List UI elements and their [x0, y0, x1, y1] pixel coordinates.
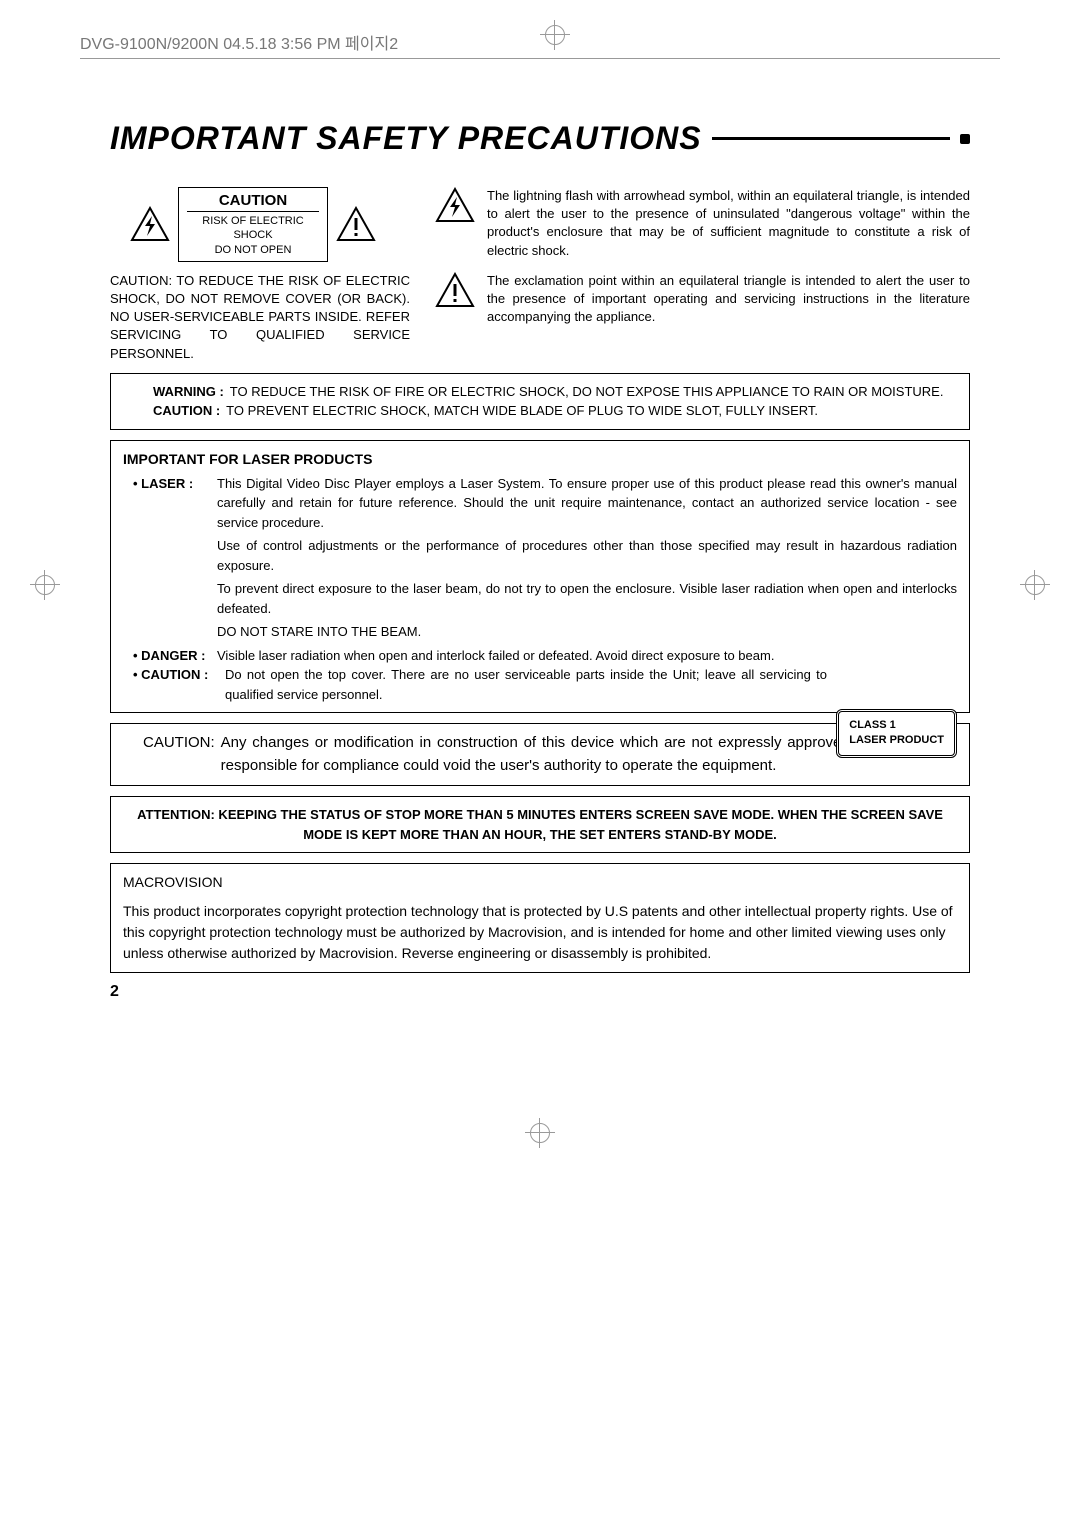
symbols-column: The lightning flash with arrowhead symbo…	[435, 187, 970, 363]
warning-box: WARNING : TO REDUCE THE RISK OF FIRE OR …	[110, 373, 970, 430]
danger-label: • DANGER :	[133, 646, 213, 666]
caution-header: CAUTION	[187, 192, 319, 212]
macrovision-header: MACROVISION	[123, 872, 957, 893]
title-rule	[712, 137, 950, 140]
caution-line2: DO NOT OPEN	[187, 243, 319, 257]
crop-mark-left	[30, 570, 60, 600]
class1-line2: LASER PRODUCT	[849, 733, 944, 748]
caution-bullet-label: • CAUTION :	[133, 665, 221, 704]
class1-label: CLASS 1 LASER PRODUCT	[836, 709, 957, 758]
exclaim-triangle-icon-2	[435, 272, 475, 308]
lightning-symbol-row: The lightning flash with arrowhead symbo…	[435, 187, 970, 260]
laser-header: IMPORTANT FOR LASER PRODUCTS	[123, 449, 957, 470]
caution-mod-text: Any changes or modification in construct…	[221, 732, 937, 777]
top-section: CAUTION RISK OF ELECTRIC SHOCK DO NOT OP…	[110, 187, 970, 363]
exclaim-triangle-icon	[336, 206, 376, 242]
crop-mark-bottom	[525, 1118, 555, 1148]
laser-p2: Use of control adjustments or the perfor…	[217, 536, 957, 575]
caution-mod-label: CAUTION:	[143, 732, 215, 777]
page-content: IMPORTANT SAFETY PRECAUTIONS CAUTION RIS…	[110, 120, 970, 1001]
title-row: IMPORTANT SAFETY PRECAUTIONS	[110, 120, 970, 157]
macrovision-text: This product incorporates copyright prot…	[123, 901, 957, 964]
lightning-text: The lightning flash with arrowhead symbo…	[487, 187, 970, 260]
lightning-triangle-icon	[130, 206, 170, 242]
laser-label: • LASER :	[133, 474, 213, 646]
lightning-triangle-icon-2	[435, 187, 475, 223]
crop-mark-top	[540, 20, 570, 50]
title-dot	[960, 134, 970, 144]
crop-mark-right	[1020, 570, 1050, 600]
caution-label: CAUTION :	[153, 401, 220, 421]
exclaim-symbol-row: The exclamation point within an equilate…	[435, 272, 970, 327]
exclaim-text: The exclamation point within an equilate…	[487, 272, 970, 327]
class1-line1: CLASS 1	[849, 718, 944, 733]
caution-text: TO PREVENT ELECTRIC SHOCK, MATCH WIDE BL…	[226, 401, 957, 421]
page-title: IMPORTANT SAFETY PRECAUTIONS	[110, 120, 702, 157]
laser-text: This Digital Video Disc Player employs a…	[217, 474, 957, 646]
laser-p3: To prevent direct exposure to the laser …	[217, 579, 957, 618]
laser-p4: DO NOT STARE INTO THE BEAM.	[217, 622, 957, 642]
caution-paragraph: CAUTION: TO REDUCE THE RISK OF ELECTRIC …	[110, 272, 410, 363]
attention-box: ATTENTION: KEEPING THE STATUS OF STOP MO…	[110, 796, 970, 853]
laser-box: IMPORTANT FOR LASER PRODUCTS • LASER : T…	[110, 440, 970, 714]
page-number: 2	[110, 983, 970, 1001]
caution-box: CAUTION RISK OF ELECTRIC SHOCK DO NOT OP…	[178, 187, 328, 262]
danger-text: Visible laser radiation when open and in…	[217, 646, 957, 666]
laser-p1: This Digital Video Disc Player employs a…	[217, 474, 957, 533]
warning-label: WARNING :	[153, 382, 224, 402]
warning-text: TO REDUCE THE RISK OF FIRE OR ELECTRIC S…	[230, 382, 957, 402]
caution-label-row: CAUTION RISK OF ELECTRIC SHOCK DO NOT OP…	[130, 187, 410, 262]
caution-column: CAUTION RISK OF ELECTRIC SHOCK DO NOT OP…	[110, 187, 410, 363]
macrovision-box: MACROVISION This product incorporates co…	[110, 863, 970, 973]
caution-bullet-text: Do not open the top cover. There are no …	[225, 665, 957, 704]
caution-line1: RISK OF ELECTRIC SHOCK	[187, 214, 319, 243]
